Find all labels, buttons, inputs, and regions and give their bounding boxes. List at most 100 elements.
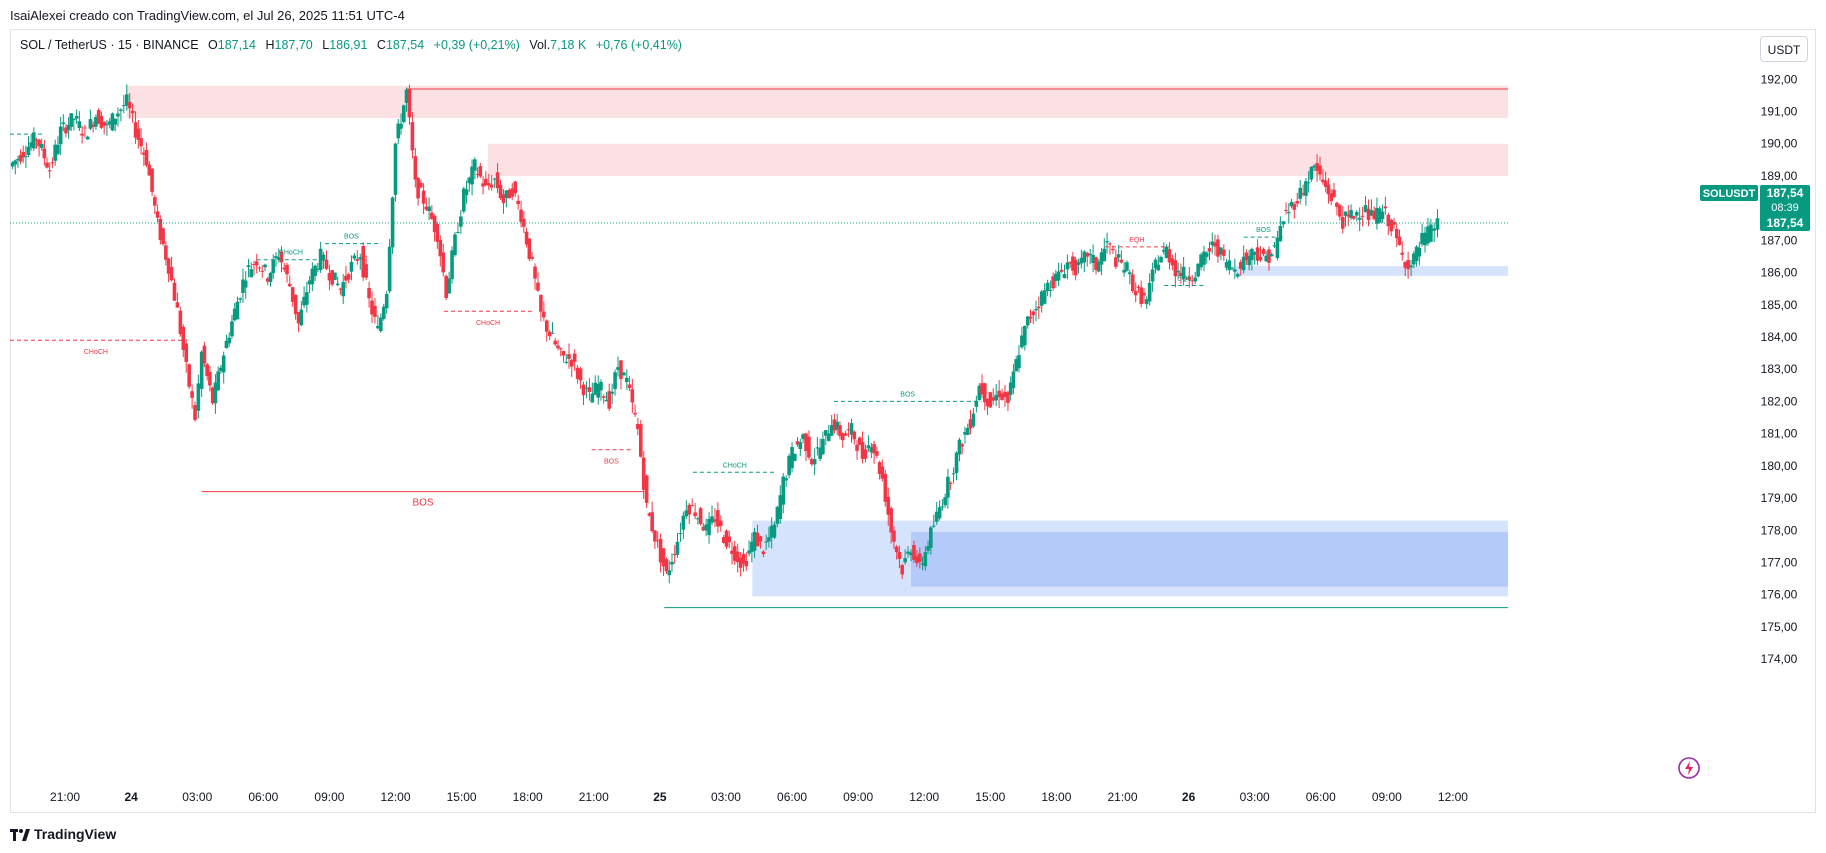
candle-body xyxy=(53,144,57,161)
candle-body xyxy=(883,473,888,502)
candle-body xyxy=(399,123,403,129)
candle-body xyxy=(918,553,922,562)
candle-body xyxy=(307,280,312,285)
candle-body xyxy=(1247,255,1251,266)
candle-body xyxy=(1224,262,1229,268)
candle-body xyxy=(909,552,913,556)
price-tick-label: 181,00 xyxy=(1761,427,1798,441)
currency-unit-button[interactable]: USDT xyxy=(1760,36,1808,62)
candle-body xyxy=(1039,291,1044,306)
candle-body xyxy=(1051,276,1055,289)
candle-body xyxy=(1130,274,1135,292)
candle-body xyxy=(161,228,165,245)
candle-body xyxy=(601,396,606,398)
candle-body xyxy=(91,124,95,127)
candle-body xyxy=(1295,201,1300,204)
candle-body xyxy=(638,424,643,457)
candle-body xyxy=(77,121,82,129)
symbol-name[interactable]: SOL / TetherUS · 15 · BINANCE xyxy=(20,38,199,52)
time-tick-label: 06:00 xyxy=(777,790,807,804)
close-value: 187,54 xyxy=(385,38,425,52)
price-tick-label: 189,00 xyxy=(1761,169,1798,183)
candle-body xyxy=(401,105,406,123)
candle-body xyxy=(507,189,512,199)
candle-body xyxy=(567,354,571,359)
candle-body xyxy=(335,283,340,286)
lightning-icon[interactable] xyxy=(1677,756,1701,780)
candle-body xyxy=(840,433,845,441)
structure-label: EQL xyxy=(1177,275,1191,282)
candle-body xyxy=(1011,371,1016,389)
candle-body xyxy=(1042,290,1047,304)
candle-body xyxy=(946,476,950,498)
candle-body xyxy=(553,340,558,345)
candle-body xyxy=(889,508,893,533)
candle-body xyxy=(282,267,287,270)
time-tick-label: 12:00 xyxy=(380,790,410,804)
candle-body xyxy=(252,264,256,266)
candle-body xyxy=(1196,263,1200,277)
price-tick-label: 179,00 xyxy=(1761,491,1798,505)
candle-body xyxy=(764,541,768,543)
candle-body xyxy=(997,390,1001,398)
candle-body xyxy=(181,326,186,351)
candle-body xyxy=(1304,181,1308,196)
candle-body xyxy=(381,306,386,319)
candle-body xyxy=(647,513,652,516)
candle-body xyxy=(361,246,366,278)
candle-body xyxy=(650,512,654,532)
candle-body xyxy=(1181,266,1186,280)
candle-body xyxy=(464,189,469,196)
candle-body xyxy=(627,384,632,389)
candle-body xyxy=(516,200,520,205)
candle-body xyxy=(1094,257,1098,270)
candle-body xyxy=(42,148,47,159)
candle-body xyxy=(693,512,697,517)
candle-body xyxy=(450,250,454,280)
candle-body xyxy=(1020,335,1024,348)
candle-body xyxy=(727,536,732,543)
candle-body xyxy=(1272,245,1277,247)
candle-body xyxy=(453,234,457,256)
candle-body xyxy=(219,367,223,372)
candle-body xyxy=(1142,292,1146,296)
candle-body xyxy=(498,184,503,199)
candle-body xyxy=(172,282,177,301)
candle-body xyxy=(738,557,743,568)
volume-value: 7,18 K xyxy=(550,38,587,52)
candle-body xyxy=(812,458,817,465)
candle-body xyxy=(790,447,794,469)
candle-body xyxy=(1190,280,1195,282)
candle-body xyxy=(238,298,243,300)
candle-body xyxy=(530,256,534,259)
price-tick-label: 183,00 xyxy=(1761,362,1798,376)
candle-body xyxy=(249,269,254,278)
candle-body xyxy=(45,162,49,168)
candle-body xyxy=(1059,269,1064,272)
candle-body xyxy=(352,255,357,259)
candle-body xyxy=(923,552,928,567)
candle-body xyxy=(644,475,649,503)
candle-body xyxy=(1338,205,1342,217)
candle-body xyxy=(473,159,477,171)
candle-body xyxy=(513,181,518,194)
candle-body xyxy=(1306,182,1311,184)
candle-body xyxy=(287,283,292,287)
candle-body xyxy=(1332,189,1336,198)
candle-body xyxy=(661,548,666,567)
candle-body xyxy=(1006,392,1010,403)
volume-change: +0,76 (+0,41%) xyxy=(595,38,682,52)
candle-body xyxy=(750,541,754,552)
candle-body xyxy=(818,447,822,459)
candle-body xyxy=(1054,273,1058,281)
candle-body xyxy=(931,525,936,527)
candle-body xyxy=(772,524,777,538)
candle-body xyxy=(971,413,976,427)
candle-body xyxy=(313,265,317,276)
time-tick-label: 15:00 xyxy=(975,790,1005,804)
candle-body xyxy=(74,116,79,119)
candle-body xyxy=(1275,237,1280,258)
candle-body xyxy=(1400,252,1405,255)
candle-body xyxy=(376,325,380,329)
